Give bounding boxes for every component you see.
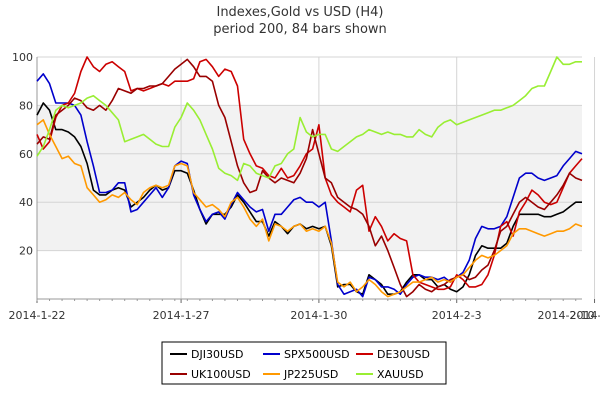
y-tick-label: 80 <box>19 99 33 112</box>
legend-label-jp225usd: JP225USD <box>283 368 338 381</box>
legend-label-uk100usd: UK100USD <box>191 368 251 381</box>
y-tick-label: 20 <box>19 245 33 258</box>
x-tick-label: 2014-1-30 <box>290 309 347 322</box>
legend-label-dji30usd: DJI30USD <box>191 348 243 361</box>
series-line-uk100usd <box>36 58 583 298</box>
x-tick-label: 2014-2-10 <box>538 309 595 322</box>
series-line-jp225usd <box>36 119 583 298</box>
shaded-band <box>37 105 582 251</box>
legend: DJI30USD SPX500USD DE30USD UK100USD JP225USD… <box>161 341 447 385</box>
y-tick-label: 60 <box>19 148 33 161</box>
x-tick-label: 2014-2-3 <box>432 309 482 322</box>
x-tick-label: 2014-2-6 <box>570 309 600 322</box>
series-line-xauusd <box>36 56 582 182</box>
x-tick-label: 2014-1-27 <box>153 309 210 322</box>
legend-box <box>161 341 447 385</box>
legend-label-de30usd: DE30USD <box>377 348 430 361</box>
series-line-de30usd <box>36 56 583 291</box>
plot-area: 20 40 60 80 100 2014-1-22 2014-1-27 2014-1-30 20… <box>9 51 600 322</box>
chart-subtitle: period 200, 84 bars shown <box>213 22 387 37</box>
chart-title: Indexes,Gold vs USD (H4) <box>216 5 383 20</box>
y-tick-label: 40 <box>19 196 33 209</box>
legend-label-spx500usd: SPX500USD <box>284 348 350 361</box>
x-tick-label: 2014-1-22 <box>9 309 66 322</box>
legend-label-xauusd: XAUUSD <box>377 368 424 381</box>
y-tick-label: 100 <box>12 51 33 64</box>
